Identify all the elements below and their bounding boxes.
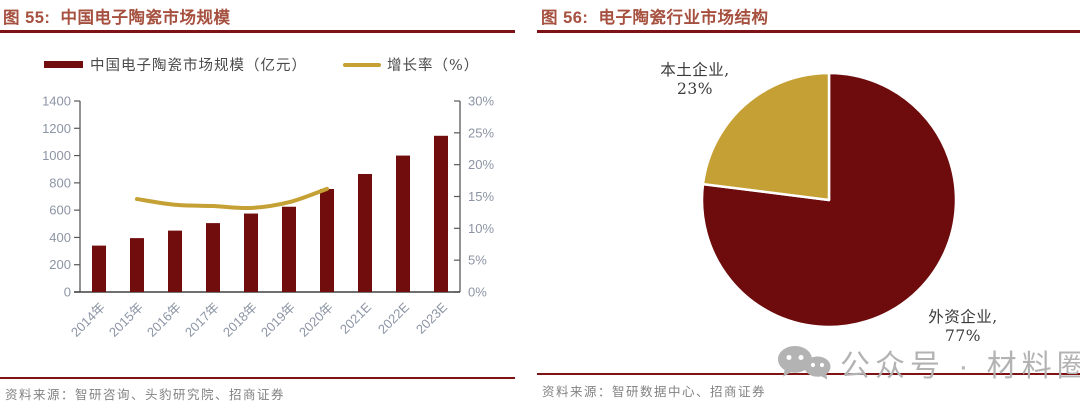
right-figure-title-text: 电子陶瓷行业市场结构	[598, 8, 769, 27]
x-axis-label-2019年: 2019年	[258, 300, 298, 340]
bar-2015年	[130, 238, 144, 292]
pie-label-foreign: 外资企业, 77%	[903, 308, 1023, 346]
x-axis-label-2020年: 2020年	[296, 300, 336, 340]
left-figure-title: 图 55: 中国电子陶瓷市场规模	[3, 4, 230, 28]
right-figure-title: 图 56: 电子陶瓷行业市场结构	[541, 4, 768, 28]
left-figure-title-text: 中国电子陶瓷市场规模	[60, 8, 231, 27]
legend-item-growth-rate: 增长率（%）	[343, 54, 479, 75]
growth-rate-line	[135, 186, 329, 211]
x-axis-label-2022E: 2022E	[375, 299, 412, 336]
x-axis-label-2023E: 2023E	[413, 299, 450, 336]
left-figure-number: 图 55:	[3, 9, 51, 27]
left-axis-tick-label: 1400	[42, 94, 71, 109]
bar-2016年	[168, 230, 182, 292]
right-axis-tick-label: 20%	[468, 157, 494, 172]
right-axis-tick-label: 15%	[468, 189, 494, 204]
x-axis-label-2015年: 2015年	[106, 300, 146, 340]
legend-label-growth-rate: 增长率（%）	[387, 58, 480, 74]
bar-2014年	[92, 245, 106, 292]
pie-slice-本土企业	[701, 71, 831, 202]
x-axis-label-2016年: 2016年	[144, 300, 184, 340]
left-bottom-rule	[0, 377, 515, 379]
legend-item-market-size: 中国电子陶瓷市场规模（亿元）	[44, 54, 307, 75]
bar-2018年	[244, 213, 258, 292]
left-axis-tick-label: 800	[49, 175, 71, 190]
left-axis-tick-label: 0	[64, 285, 71, 300]
left-axis-tick-label: 200	[49, 257, 71, 272]
bar-2023E	[434, 135, 448, 292]
bar-2021E	[358, 173, 372, 292]
watermark-text: 公众号 · 材料圈	[840, 350, 1080, 383]
legend-label-market-size: 中国电子陶瓷市场规模（亿元）	[90, 58, 307, 74]
right-axis-tick-label: 10%	[468, 221, 494, 236]
left-axis-tick-label: 1200	[42, 121, 71, 136]
bar-2017年	[206, 223, 220, 292]
market-size-combo-chart: 0 200 400 600 800 1000 1200 1400 0% 5% 10% 15% 20% 25…	[42, 94, 494, 340]
right-axis-tick-label: 25%	[468, 125, 494, 140]
pie-label-foreign-name: 外资企业,	[928, 308, 998, 326]
x-axis-label-2017年: 2017年	[182, 300, 222, 340]
market-structure-pie-chart	[700, 71, 958, 329]
wechat-bubbles-icon	[778, 346, 831, 380]
watermark: 公众号 · 材料圈	[777, 341, 1080, 385]
pie-label-domestic-name: 本土企业,	[660, 61, 730, 79]
x-axis-label-2014年: 2014年	[68, 300, 108, 340]
right-axis-tick-label: 5%	[468, 253, 487, 268]
right-title-rule	[537, 30, 1080, 33]
left-axis-tick-label: 400	[49, 230, 71, 245]
line-series-swatch	[343, 62, 381, 67]
right-source-note: 资料来源：智研数据中心、招商证券	[542, 384, 767, 399]
x-axis-label-2021E: 2021E	[337, 299, 374, 336]
bar-2019年	[282, 206, 296, 292]
right-axis-tick-label: 0%	[468, 285, 487, 300]
left-axis-tick-label: 1000	[42, 148, 71, 163]
bar-series-swatch	[44, 61, 83, 68]
left-source-note: 资料来源：智研咨询、头豹研究院、招商证券	[5, 387, 286, 402]
pie-label-domestic: 本土企业, 23%	[640, 61, 750, 99]
right-axis-tick-label: 30%	[468, 94, 494, 109]
right-figure-number: 图 56:	[541, 9, 589, 27]
bar-2022E	[396, 155, 410, 292]
x-axis-label-2018年: 2018年	[220, 300, 260, 340]
left-axis-tick-label: 600	[49, 203, 71, 218]
right-bottom-rule	[537, 373, 1080, 375]
bar-2020年	[320, 188, 334, 292]
pie-slice-外资企业	[700, 71, 958, 329]
left-title-rule	[0, 30, 515, 33]
pie-label-foreign-pct: 77%	[945, 327, 981, 345]
left-chart-legend: 中国电子陶瓷市场规模（亿元） 增长率（%）	[44, 54, 479, 75]
pie-label-domestic-pct: 23%	[677, 80, 713, 98]
